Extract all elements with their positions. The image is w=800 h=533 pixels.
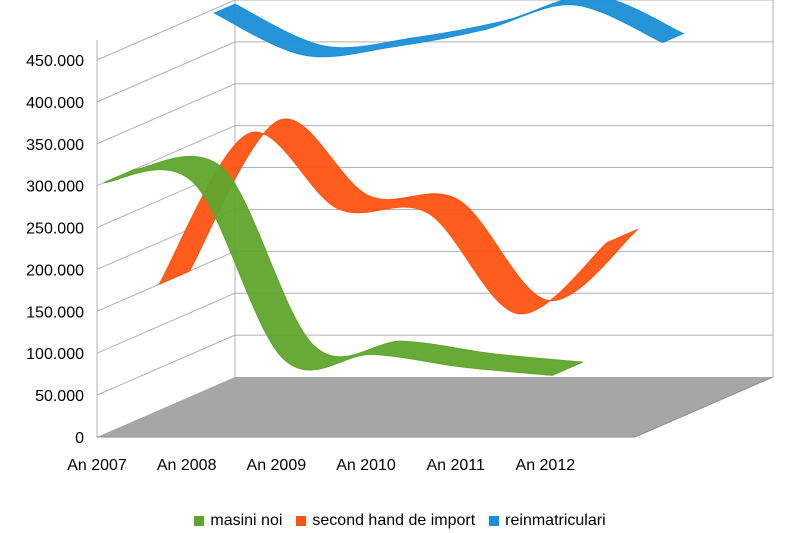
y-tick-label: 350.000 xyxy=(26,137,84,154)
y-tick-label: 450.000 xyxy=(26,53,84,70)
series-ribbon-masini-noi xyxy=(103,156,583,376)
chart-floor xyxy=(97,377,773,437)
legend-label-reinmatriculari: reinmatriculari xyxy=(505,512,606,529)
y-tick-label: 300.000 xyxy=(26,179,84,196)
y-tick-label: 250.000 xyxy=(26,221,84,238)
legend-item-reinmatriculari: reinmatriculari xyxy=(489,512,606,530)
y-tick-label: 0 xyxy=(75,430,84,447)
legend: masini noi second hand de import reinmat… xyxy=(0,510,800,532)
x-tick-label: An 2011 xyxy=(426,457,485,474)
x-tick-label: An 2009 xyxy=(247,457,307,474)
legend-swatch-second-hand xyxy=(296,516,307,526)
gridline-side xyxy=(96,41,236,103)
series-ribbon-reinmatriculari xyxy=(213,0,685,58)
x-tick-label: An 2012 xyxy=(516,457,576,474)
gridline-side xyxy=(96,292,236,354)
y-tick-label: 50.000 xyxy=(35,388,84,405)
y-tick-label: 150.000 xyxy=(26,304,84,321)
x-tick-label: An 2007 xyxy=(67,457,127,474)
legend-item-second-hand: second hand de import xyxy=(296,512,475,530)
x-tick-label: An 2010 xyxy=(336,457,396,474)
legend-swatch-masini-noi xyxy=(194,516,205,526)
legend-item-masini-noi: masini noi xyxy=(194,512,282,530)
y-tick-label: 100.000 xyxy=(26,346,84,363)
series-ribbon-second-hand-de-import xyxy=(157,118,639,315)
y-tick-label: 400.000 xyxy=(26,95,84,112)
legend-label-masini-noi: masini noi xyxy=(210,512,283,529)
y-tick-label: 200.000 xyxy=(26,262,84,279)
gridline-side xyxy=(96,334,236,396)
gridline-side xyxy=(96,0,236,61)
gridline-side xyxy=(96,83,236,145)
legend-swatch-reinmatriculari xyxy=(489,516,500,526)
legend-label-second-hand: second hand de import xyxy=(312,512,476,529)
x-tick-label: An 2008 xyxy=(157,457,217,474)
chart-plot: 0 50.000 100.000 150.000 200.000 250.000 300.0… xyxy=(26,0,774,474)
floor-right-edge xyxy=(634,376,774,438)
